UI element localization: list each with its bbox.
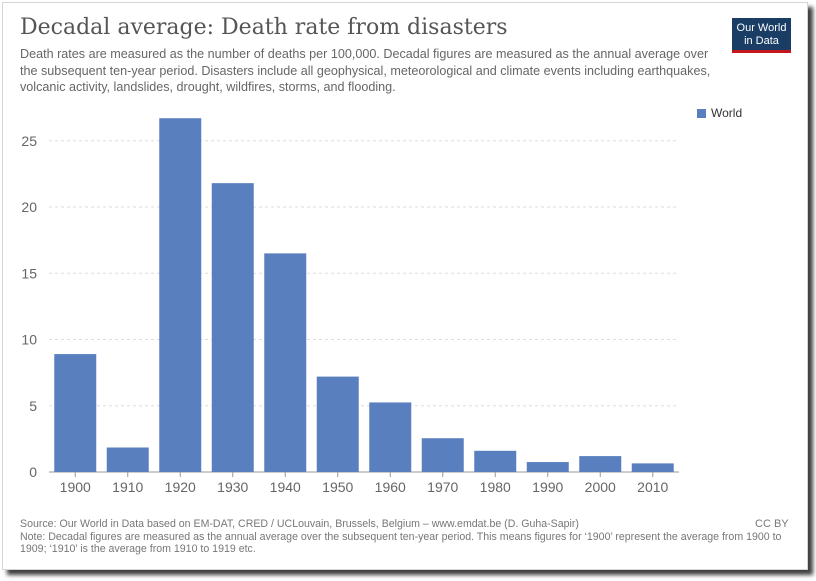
x-tick-label: 1950	[322, 479, 353, 495]
bar-1970	[421, 438, 464, 472]
chart-subtitle: Death rates are measured as the number o…	[20, 47, 711, 94]
x-tick-label: 1940	[270, 479, 301, 495]
chart-frame: Decadal average: Death rate from disaste…	[2, 2, 808, 570]
x-tick-label: 1980	[480, 479, 511, 495]
x-tick-label: 1930	[217, 479, 248, 495]
note-text: Note: Decadal figures are measured as th…	[20, 530, 782, 556]
y-tick-label: 15	[21, 265, 37, 281]
legend-swatch-world	[697, 109, 706, 118]
x-tick-label: 1910	[112, 479, 143, 495]
x-tick-label: 1990	[532, 479, 563, 495]
y-tick-label: 10	[21, 332, 37, 348]
x-tick-label: 1900	[60, 479, 91, 495]
y-tick-label: 0	[29, 464, 37, 480]
bar-2000	[579, 456, 622, 472]
logo-line-2: in Data	[744, 35, 779, 47]
owid-logo[interactable]: Our World in Data	[732, 18, 791, 53]
bar-1950	[316, 376, 359, 472]
legend[interactable]: World	[697, 106, 742, 120]
x-tick-label: 2010	[637, 479, 668, 495]
logo-line-1: Our World	[736, 22, 787, 34]
bar-1900	[54, 354, 97, 472]
license-link[interactable]: CC BY	[755, 518, 789, 530]
y-tick-label: 5	[29, 398, 37, 414]
bar-1980	[474, 450, 517, 472]
bar-chart: 0 5 10 15 20 25 1900 1910 1920 1930 1940 1950 1960 19…	[21, 118, 679, 495]
bar-1960	[369, 402, 412, 472]
legend-label-world: World	[711, 106, 743, 120]
bar-1920	[159, 118, 202, 472]
y-tick-label: 20	[21, 199, 37, 215]
x-tick-label: 1970	[427, 479, 458, 495]
chart-title: Decadal average: Death rate from disaste…	[20, 15, 508, 40]
bar-2010	[631, 463, 674, 472]
bar-1940	[264, 253, 307, 472]
x-tick-label: 1960	[375, 479, 406, 495]
bar-1990	[526, 462, 569, 472]
chart-footer: Source: Our World in Data based on EM-DA…	[20, 518, 795, 556]
x-tick-label: 1920	[165, 479, 196, 495]
source-text: Source: Our World in Data based on EM-DA…	[20, 518, 579, 530]
y-tick-label: 25	[21, 133, 37, 149]
bar-1910	[106, 447, 149, 472]
x-tick-label: 2000	[585, 479, 616, 495]
bar-1930	[211, 183, 254, 472]
